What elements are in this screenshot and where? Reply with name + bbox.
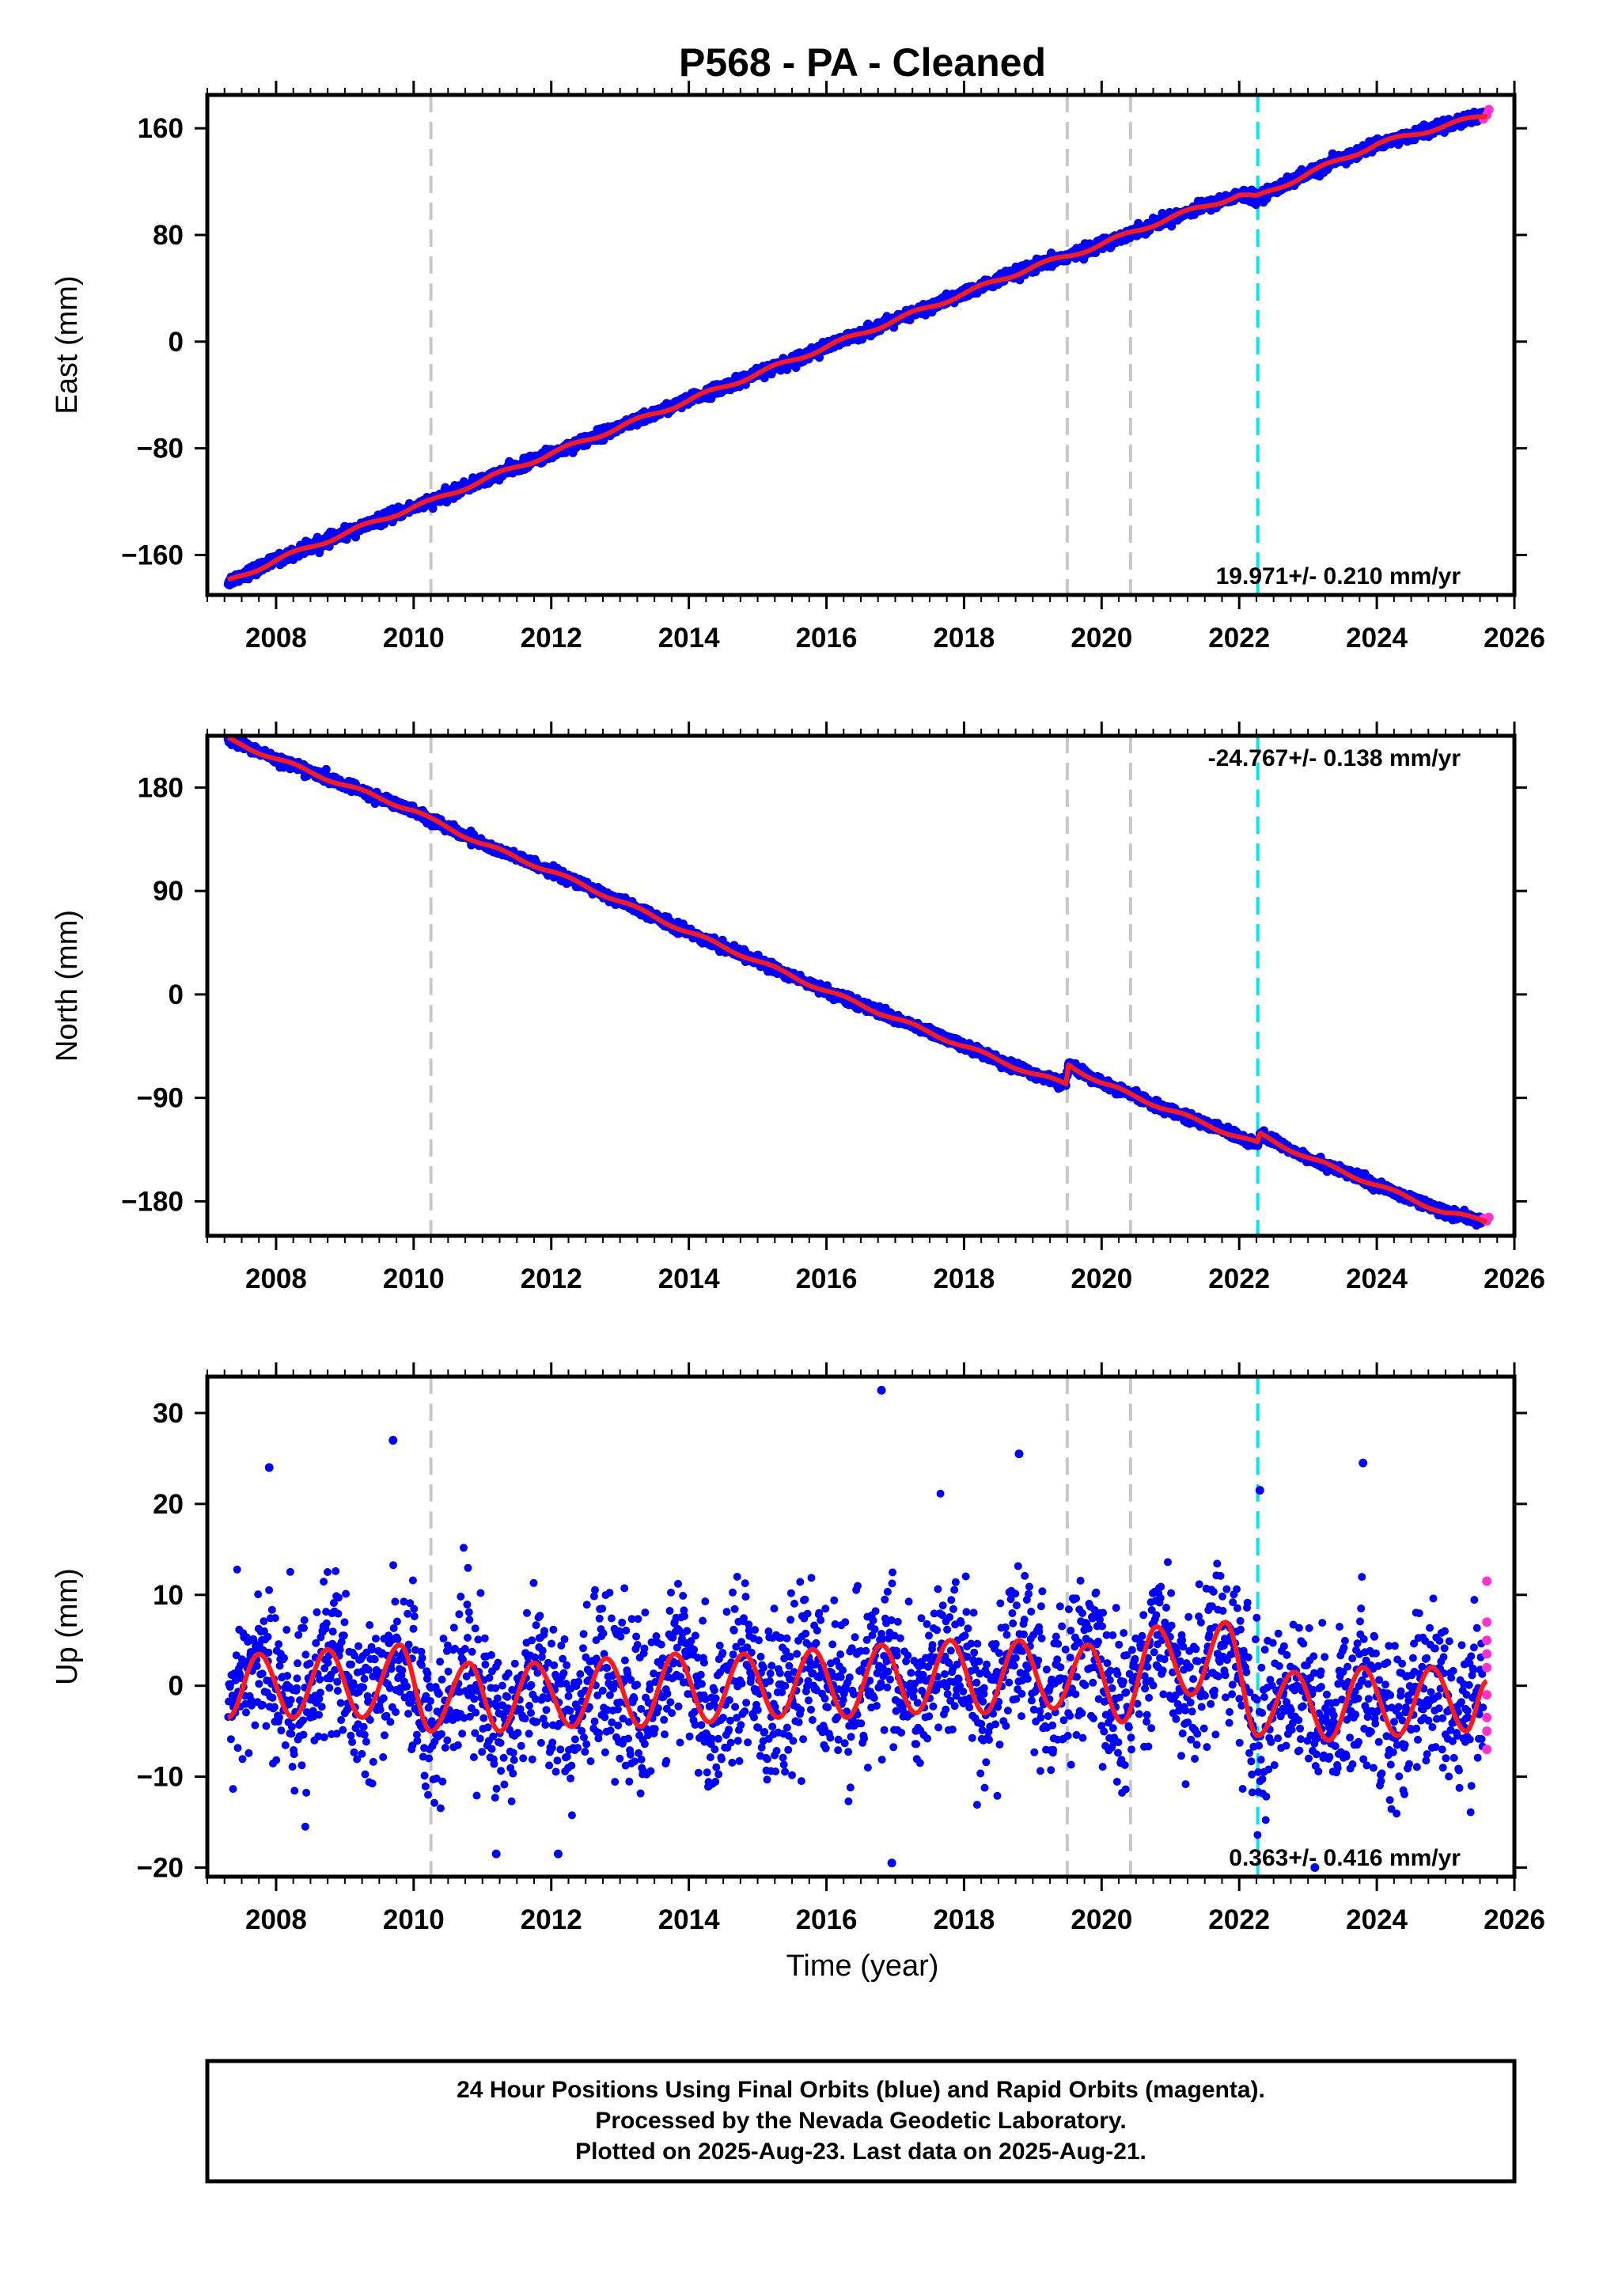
x-tick-label: 2014 [658,623,720,654]
plot-area [223,736,1494,1236]
x-tick-label: 2016 [796,623,858,654]
x-tick-label: 2020 [1071,623,1132,654]
velocity-rate-label: 19.971+/- 0.210 mm/yr [1216,563,1461,589]
rapid-orbit-point [1484,104,1494,115]
north-panel: 2008 2010 2012 2014 2016 2018 2020 2022 2024 2026… [51,722,1545,1294]
y-tick-label: −80 [137,434,184,464]
plot-area [223,95,1494,595]
y-tick-label: 160 [138,113,184,144]
y-tick-label: 80 [153,220,184,251]
y-axis-label: East (mm) [51,275,84,414]
x-tick-label: 2008 [245,623,307,654]
x-tick-label: 2018 [933,623,995,654]
east-panel: 2008 2010 2012 2014 2016 2018 2020 2022 2024 2026… [51,81,1545,654]
x-tick-label: 2026 [1484,623,1545,654]
y-tick-label: −160 [121,540,184,570]
x-tick-label: 2022 [1208,623,1270,654]
x-tick-label: 2010 [383,623,445,654]
data-point [428,504,438,513]
x-tick-label: 2024 [1346,623,1408,654]
x-tick-label: 2012 [521,623,582,654]
y-tick-label: 0 [169,327,184,358]
page-title: P568 - PA - Cleaned [679,40,1046,85]
